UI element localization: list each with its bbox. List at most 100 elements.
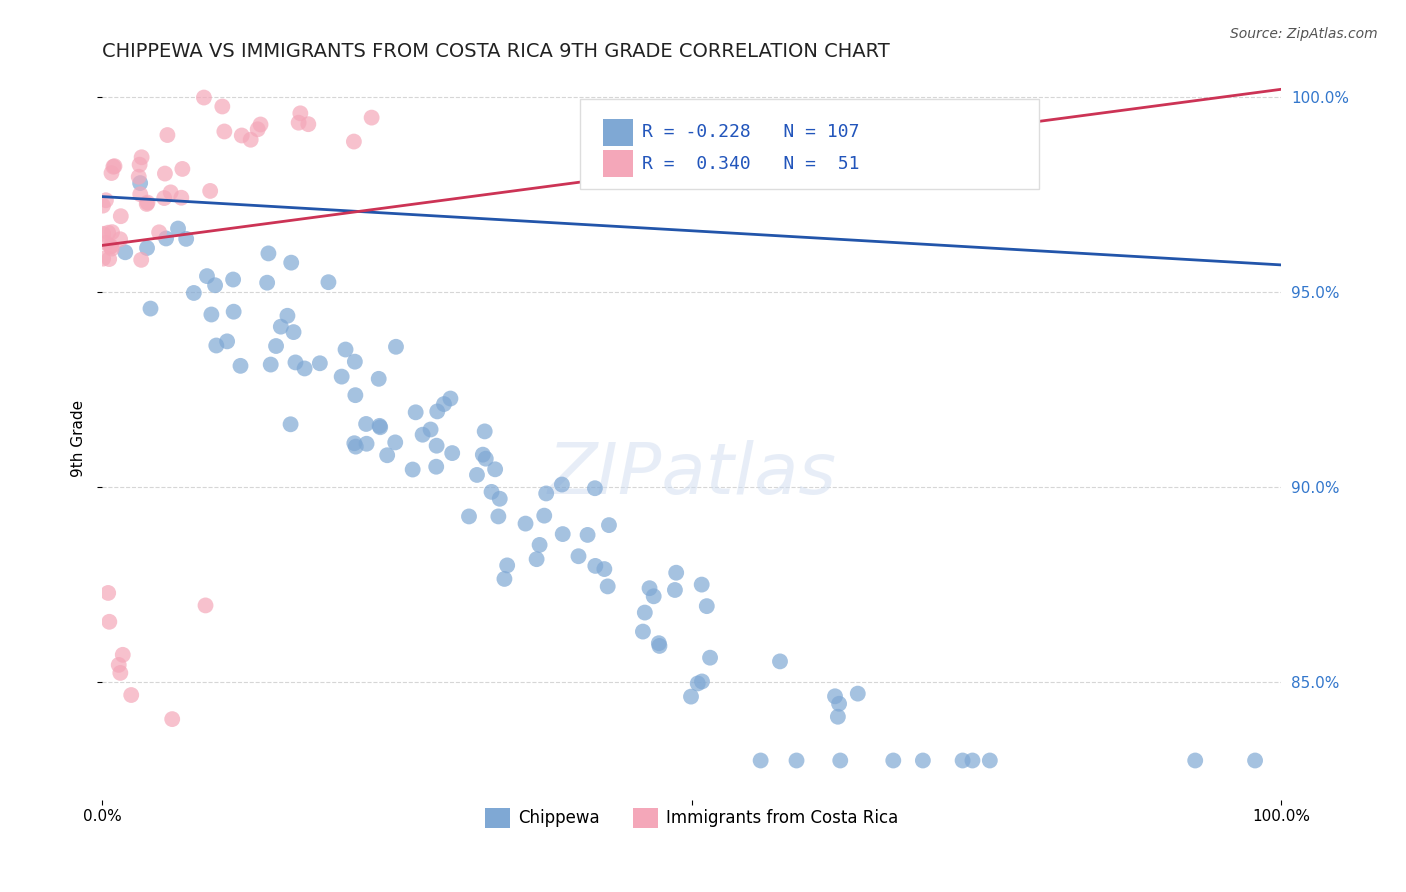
Point [136, 195, 159, 210]
Point [308, 356, 330, 370]
Point [257, 246, 280, 260]
Point [284, 355, 307, 369]
Point [222, 304, 245, 318]
Point [952, 754, 974, 768]
Point [174, 232, 197, 246]
Point [101, 225, 124, 239]
Point [344, 388, 367, 402]
Point [471, 448, 494, 462]
Point [160, 712, 183, 726]
Point [368, 420, 391, 434]
Point [576, 528, 599, 542]
Point [135, 197, 157, 211]
Point [264, 339, 287, 353]
Point [567, 549, 589, 564]
Point [439, 392, 461, 406]
Point [634, 606, 657, 620]
Point [412, 427, 434, 442]
Point [643, 589, 665, 603]
Point [367, 372, 389, 386]
Point [193, 90, 215, 104]
Point [356, 436, 378, 450]
Point [120, 688, 142, 702]
Point [131, 150, 153, 164]
Point [828, 697, 851, 711]
Point [494, 572, 516, 586]
Point [882, 754, 904, 768]
Point [283, 325, 305, 339]
Point [111, 648, 134, 662]
Point [194, 599, 217, 613]
Point [156, 128, 179, 142]
Point [598, 518, 620, 533]
Point [786, 754, 808, 768]
Point [280, 255, 302, 269]
Point [101, 242, 124, 256]
Point [638, 581, 661, 595]
Point [583, 558, 606, 573]
Point [97, 226, 120, 240]
Text: ZIPatlas: ZIPatlas [547, 440, 837, 509]
Point [648, 636, 671, 650]
Point [679, 690, 702, 704]
Point [94, 235, 117, 250]
Point [344, 440, 367, 454]
Point [551, 477, 574, 491]
Point [375, 448, 398, 462]
Point [280, 417, 302, 432]
Point [911, 754, 934, 768]
Point [170, 191, 193, 205]
Point [433, 397, 456, 411]
Point [583, 481, 606, 495]
Point [94, 194, 117, 208]
Point [368, 418, 391, 433]
Text: Source: ZipAtlas.com: Source: ZipAtlas.com [1230, 27, 1378, 41]
Text: CHIPPEWA VS IMMIGRANTS FROM COSTA RICA 9TH GRADE CORRELATION CHART: CHIPPEWA VS IMMIGRANTS FROM COSTA RICA 9… [103, 42, 890, 61]
Point [110, 209, 132, 223]
Point [426, 439, 449, 453]
Point [108, 232, 131, 246]
Point [496, 558, 519, 573]
FancyBboxPatch shape [603, 150, 633, 178]
Point [664, 582, 686, 597]
Point [153, 167, 176, 181]
Point [335, 343, 357, 357]
Point [596, 579, 619, 593]
Text: R =  0.340   N =  51: R = 0.340 N = 51 [643, 154, 859, 172]
Point [458, 509, 481, 524]
Point [167, 221, 190, 235]
Point [419, 423, 441, 437]
Point [205, 338, 228, 352]
Point [249, 118, 271, 132]
Point [97, 586, 120, 600]
Point [690, 674, 713, 689]
Point [385, 340, 408, 354]
Point [474, 451, 496, 466]
Point [100, 239, 122, 253]
Point [91, 227, 114, 241]
Point [515, 516, 537, 531]
Point [962, 754, 984, 768]
Point [593, 562, 616, 576]
Point [183, 285, 205, 300]
Point [211, 99, 233, 113]
Point [91, 199, 114, 213]
Point [534, 486, 557, 500]
Point [110, 665, 132, 680]
Point [231, 128, 253, 143]
Point [318, 275, 340, 289]
Point [824, 690, 846, 704]
Point [129, 176, 152, 190]
Point [441, 446, 464, 460]
Point [830, 754, 852, 768]
Point [529, 538, 551, 552]
Point [204, 278, 226, 293]
Point [343, 354, 366, 368]
Point [114, 245, 136, 260]
Point [699, 650, 721, 665]
Point [222, 272, 245, 286]
Point [360, 111, 382, 125]
Point [139, 301, 162, 316]
Point [153, 191, 176, 205]
Point [276, 309, 298, 323]
